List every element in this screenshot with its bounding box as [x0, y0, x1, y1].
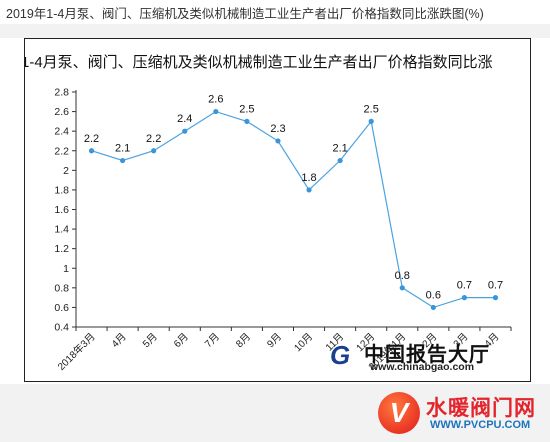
chart-title: 1-4月泵、阀门、压缩机及类似机械制造工业生产者出厂价格指数同比涨 — [24, 54, 493, 71]
y-tick-label: 1.6 — [54, 204, 69, 216]
y-tick-label: 1.2 — [54, 243, 69, 255]
series-line — [91, 110, 496, 309]
y-tick-label: 2.8 — [54, 87, 69, 99]
data-point — [492, 295, 499, 301]
data-label: 2.1 — [115, 143, 130, 155]
y-tick-label: 2.2 — [54, 145, 69, 157]
y-tick-label: 1.4 — [54, 224, 69, 236]
x-tick-label: 2018年3月 — [55, 330, 98, 373]
data-point — [306, 187, 312, 193]
pvcpu-badge-icon: V — [378, 392, 420, 434]
data-label: 0.7 — [457, 280, 472, 292]
x-tick-label: 8月 — [234, 331, 253, 350]
x-tick-label: 6月 — [171, 331, 190, 350]
y-tick-label: 1.8 — [54, 184, 69, 196]
data-point — [461, 295, 467, 301]
data-point — [182, 128, 188, 134]
data-point — [120, 157, 126, 164]
watermark-url: WWW.PVCPU.COM — [430, 419, 531, 431]
data-label: 1.8 — [301, 172, 316, 184]
x-tick-label: 7月 — [202, 331, 221, 350]
logo-url: www.chinabgao.com — [370, 361, 475, 373]
chart-frame: 1-4月泵、阀门、压缩机及类似机械制造工业生产者出厂价格指数同比涨 0.4 0.6… — [24, 38, 531, 382]
logo-name: 中国报告大厅 — [364, 344, 490, 366]
x-tick-label: 5月 — [140, 331, 159, 350]
bottom-band — [0, 384, 550, 442]
data-point — [213, 108, 219, 115]
pvcpu-watermark: V 水暖阀门网 WWW.PVCPU.COM — [378, 390, 548, 440]
page-heading: 2019年1-4月泵、阀门、压缩机及类似机械制造工业生产者出厂价格指数同比涨跌图… — [6, 7, 484, 21]
data-label: 2.4 — [177, 113, 192, 125]
data-label: 2.2 — [146, 133, 161, 145]
y-tick-label: 0.6 — [54, 302, 69, 314]
x-tick-label: 9月 — [265, 331, 284, 350]
data-label: 2.6 — [208, 94, 223, 106]
data-label: 2.2 — [84, 133, 99, 145]
x-tick-label: 10月 — [292, 331, 315, 354]
y-tick-label: 2.4 — [54, 126, 69, 138]
data-point — [337, 157, 343, 164]
data-label: 2.1 — [332, 143, 347, 155]
x-tick-label: 4月 — [109, 331, 128, 350]
data-label: 0.6 — [426, 289, 441, 301]
watermark-name: 水暖阀门网 — [426, 397, 536, 420]
data-point — [430, 304, 436, 311]
y-tick-label: 0.8 — [54, 282, 69, 294]
top-band — [0, 24, 550, 38]
data-label: 0.7 — [488, 280, 503, 292]
data-point — [151, 148, 157, 154]
chinabgao-logo-icon: G — [330, 340, 351, 370]
line-chart: 0.4 0.6 0.8 1 1.2 1.4 1.6 1.8 2 2.2 2.4 2.6 2.8 2018年… — [54, 87, 512, 373]
data-point — [399, 285, 405, 291]
y-tick-label: 0.4 — [54, 322, 69, 334]
data-point — [88, 148, 95, 154]
data-label: 2.5 — [239, 103, 254, 115]
y-tick-label: 1 — [63, 263, 69, 275]
y-tick-label: 2.6 — [54, 106, 69, 118]
data-point — [275, 138, 281, 144]
data-label: 2.5 — [364, 103, 379, 115]
data-point — [244, 118, 250, 124]
data-point — [368, 118, 374, 124]
data-label: 2.3 — [270, 123, 285, 135]
chinabgao-logo: G 中国报告大厅 www.chinabgao.com — [330, 338, 510, 373]
data-label: 0.8 — [395, 270, 410, 282]
y-tick-label: 2 — [63, 165, 69, 177]
